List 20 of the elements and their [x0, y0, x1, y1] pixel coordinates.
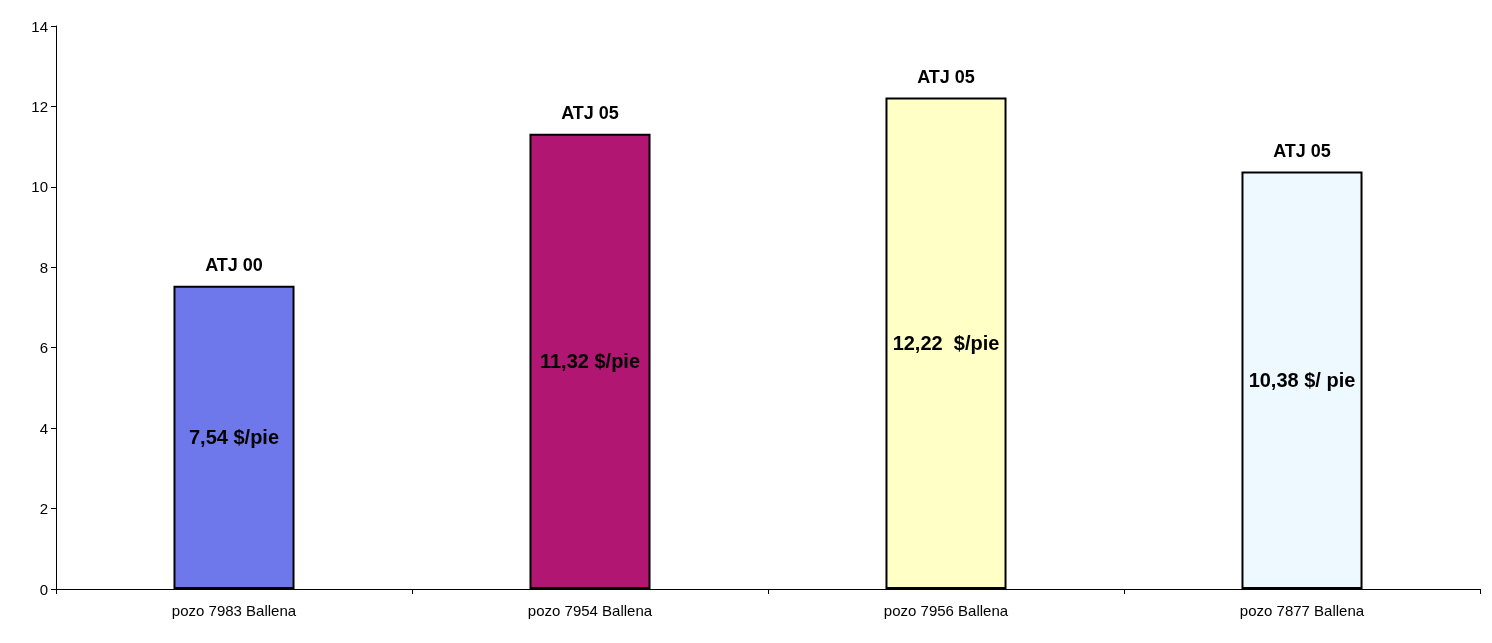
annotation: ATJ 05 [1273, 140, 1331, 161]
y-tick-label: 10 [31, 178, 48, 196]
annotation: ATJ 05 [561, 102, 619, 123]
data-label: 11,32 $/pie [539, 350, 641, 373]
y-tick-label: 14 [31, 17, 48, 35]
data-label: 10,38 $/ pie [1248, 369, 1356, 392]
x-tick-label: pozo 7983 Ballena [171, 602, 297, 619]
x-tick-label: pozo 7956 Ballena [883, 602, 1009, 619]
y-tick-label: 12 [31, 97, 48, 115]
x-tick-label: pozo 7877 Ballena [1239, 602, 1365, 619]
annotation: ATJ 05 [917, 66, 975, 87]
y-tick-label: 4 [39, 419, 48, 437]
y-tick-label: 6 [39, 339, 48, 357]
y-tick-label: 2 [39, 500, 48, 518]
y-tick-label: 8 [39, 258, 48, 276]
y-tick-label: 0 [39, 580, 48, 598]
data-label: 12,22 $/pie [892, 332, 1000, 355]
x-tick-label: pozo 7954 Ballena [527, 602, 653, 619]
annotation: ATJ 00 [205, 254, 263, 275]
data-label: 7,54 $/pie [188, 426, 280, 449]
